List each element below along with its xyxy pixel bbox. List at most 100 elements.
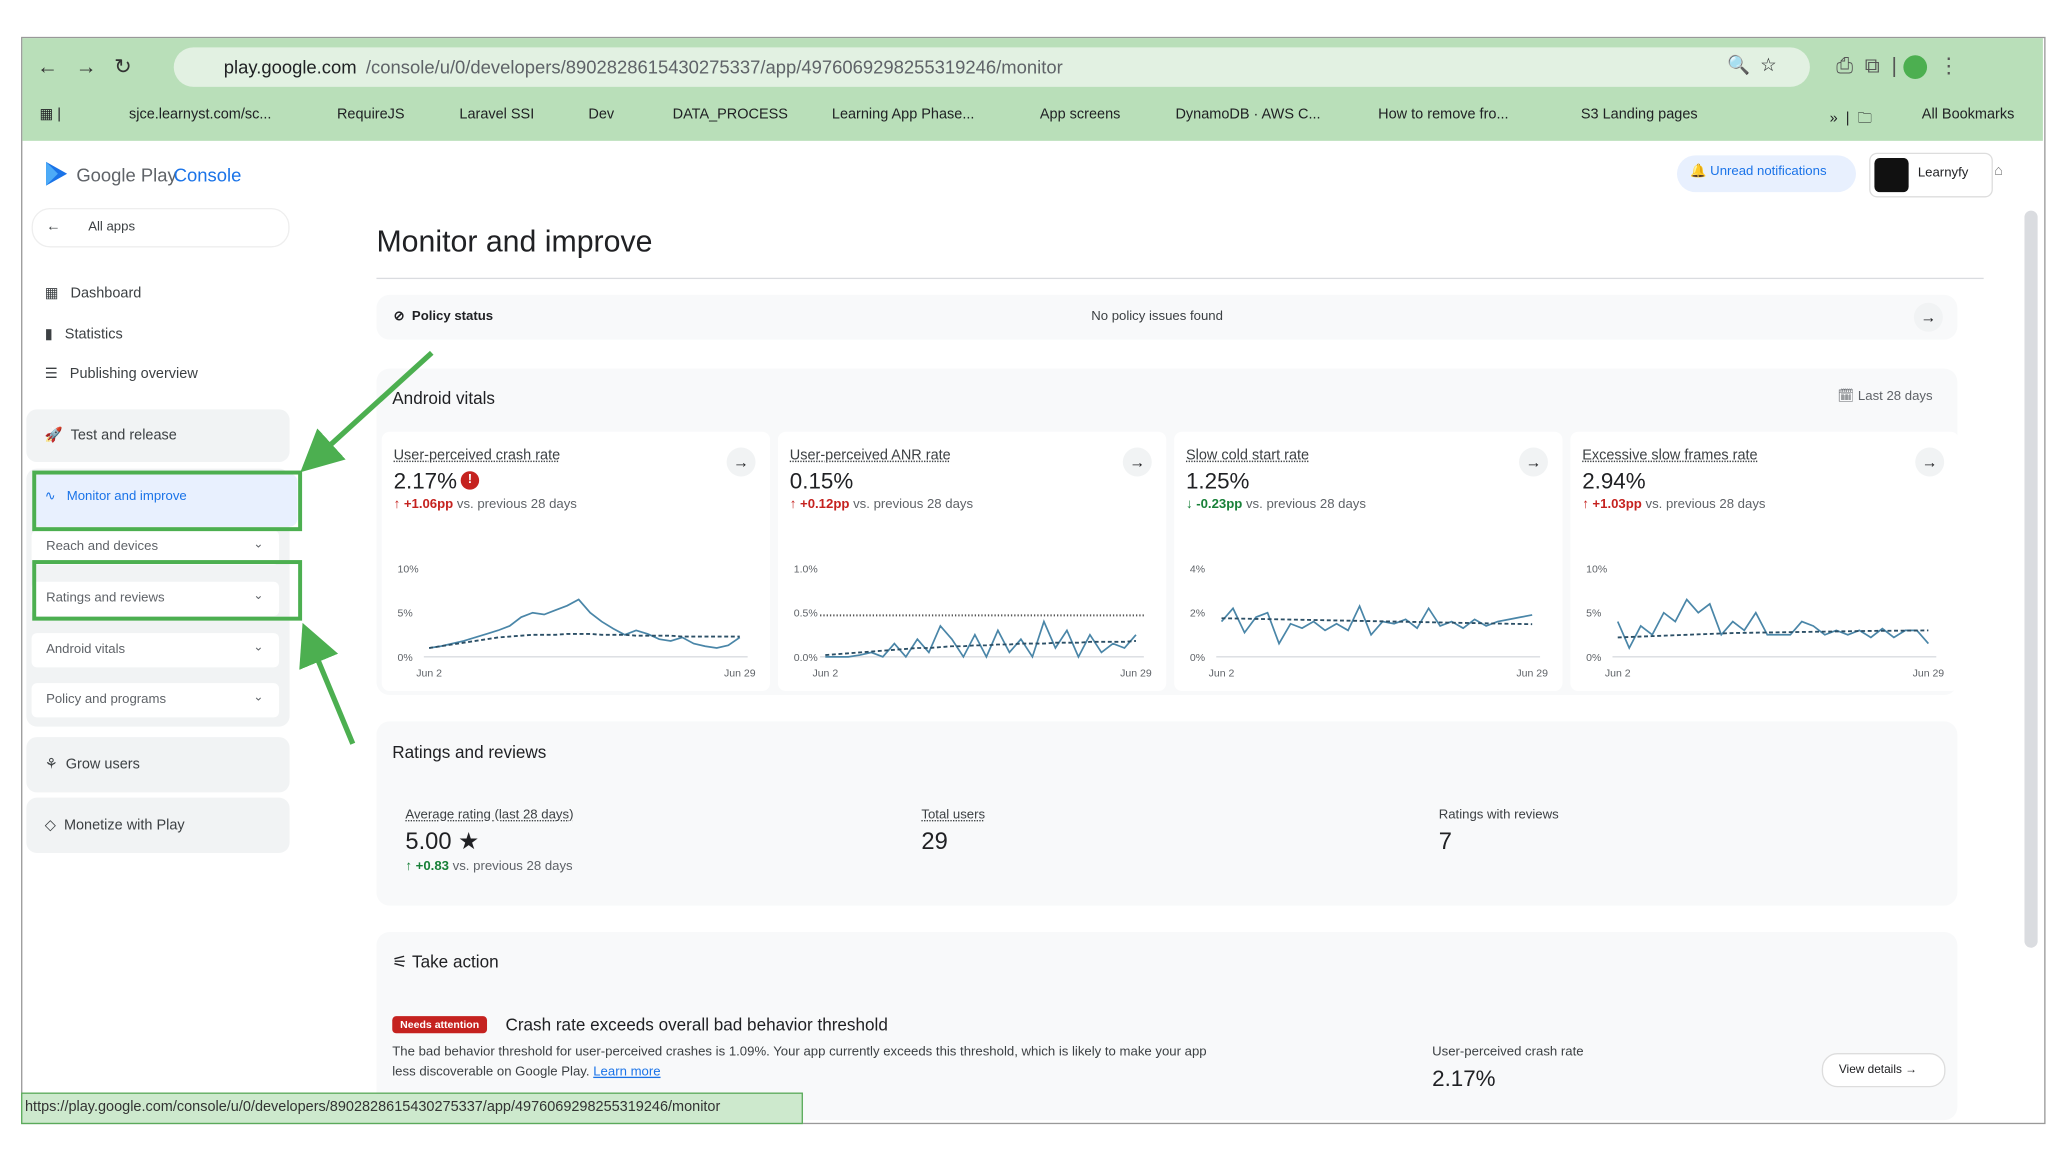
arrow (300, 350, 434, 473)
vital-arrow[interactable]: → (1519, 447, 1548, 477)
nav-sub-reach[interactable]: Reach and devices ⌄ (31, 530, 280, 565)
vital-change-row: ↑ +0.12pp vs. previous 28 days (790, 498, 973, 512)
action-body: less discoverable on Google Play. (392, 1064, 590, 1080)
nav-grow[interactable]: ⚘ Grow users (26, 737, 290, 793)
vital-value: 2.17% (393, 468, 458, 494)
bookmark[interactable]: Laravel SSI (459, 107, 534, 123)
policy-bar[interactable]: ⊘ Policy status No policy issues found → (376, 294, 1958, 340)
stat-value: 29 (921, 827, 948, 855)
vital-value: 1.25% (1185, 468, 1250, 494)
bookmark[interactable]: DATA_PROCESS (673, 107, 788, 123)
vital-arrow[interactable]: → (726, 447, 756, 477)
metric-value: 2.17% (1432, 1066, 1496, 1092)
account-chip[interactable]: Learnyfy (1869, 152, 1993, 198)
address-icons[interactable]: 🔍 ☆ (1726, 53, 1777, 76)
action-title: Take action (412, 951, 499, 972)
scrollbar[interactable] (2024, 210, 2038, 948)
nav-dashboard[interactable]: ▦ Dashboard (44, 285, 142, 302)
vital-change-row: ↑ +1.06pp vs. previous 28 days (394, 498, 577, 512)
divider (376, 277, 1984, 280)
vital-card: Slow cold start rate 1.25% ↓ -0.23pp vs. p… (1174, 431, 1563, 692)
sparkline: 0% 5% 10% Jun 2 Jun 29 (398, 564, 756, 680)
y-tick-label: 2% (1190, 608, 1205, 620)
nav-monetize[interactable]: ◇ Monetize with Play (26, 797, 290, 853)
vital-arrow[interactable]: → (1915, 447, 1945, 477)
vital-change-value: -0.23pp (1196, 497, 1243, 513)
vital-value: 0.15% (789, 468, 854, 494)
x-tick-label: Jun 29 (1120, 668, 1152, 680)
view-details[interactable]: View details → (1821, 1053, 1946, 1088)
highlight-box (32, 470, 303, 532)
vital-card: Excessive slow frames rate 2.94% ↑ +1.03pp… (1570, 431, 1959, 692)
series-line (1221, 617, 1533, 626)
x-tick-label: Jun 29 (1516, 668, 1548, 680)
brand-product: Console (173, 164, 242, 186)
y-tick-label: 5% (398, 608, 413, 620)
more-bookmarks[interactable]: » | 🗀 (1829, 110, 1873, 127)
bookmark[interactable]: S3 Landing pages (1581, 107, 1698, 123)
nav-label: Statistics (64, 326, 123, 343)
bookmark[interactable]: sjce.learnyst.com/sc... (129, 107, 271, 123)
y-tick-label: 4% (1190, 564, 1205, 576)
brand: Google Play (76, 164, 177, 186)
nav-label: Monetize with Play (63, 817, 185, 834)
stat-label: Ratings with reviews (1438, 808, 1559, 823)
action-body: The bad behavior threshold for user-perc… (392, 1045, 1207, 1060)
nav-label: Android vitals (46, 642, 126, 657)
ratings-card: Ratings and reviews Average rating (last… (376, 721, 1958, 906)
series-line (1617, 629, 1929, 639)
nav-buttons[interactable]: ← → ↻ (36, 56, 132, 79)
help-icon[interactable]: ⌂ (1994, 163, 2003, 180)
policy-arrow[interactable]: → (1913, 302, 1943, 332)
nav-monitor[interactable]: ∿ Monitor and improve (34, 473, 298, 527)
status-url: https://play.google.com/console/u/0/deve… (25, 1099, 721, 1115)
action-heading: Crash rate exceeds overall bad behavior … (505, 1014, 888, 1035)
back-button[interactable]: ← All apps (31, 207, 290, 248)
all-bookmarks[interactable]: All Bookmarks (1921, 106, 2015, 123)
vital-title: Excessive slow frames rate (1582, 447, 1758, 464)
x-tick-label: Jun 2 (1209, 668, 1235, 680)
nav-label: Monitor and improve (66, 489, 187, 505)
nav-label: Publishing overview (69, 365, 198, 382)
vitals-card: Android vitals 🗓 Last 28 days User-perce… (376, 368, 1959, 696)
bookmark-label: DATA_PROCESS (672, 106, 788, 123)
bookmark-label: Learning App Phase... (831, 106, 975, 123)
bookmark-label: Laravel SSI (459, 106, 535, 123)
bookmark-label: RequireJS (336, 106, 405, 123)
x-tick-label: Jun 2 (1605, 668, 1631, 680)
extension-icons[interactable]: ⎙ ⧉ | ⋮ (1836, 54, 1960, 79)
nav-publishing[interactable]: ☰ Publishing overview (44, 365, 198, 382)
nav-label: Reach and devices (46, 539, 159, 555)
page-title: Monitor and improve (376, 223, 653, 258)
vital-card: User-perceived ANR rate 0.15% ↑ +0.12pp vs… (777, 431, 1167, 692)
action-card: ⚟ Take action Needs attention Crash rate… (376, 931, 1958, 1121)
bookmark[interactable]: Dev (588, 107, 614, 123)
nav-sub-policy[interactable]: Policy and programs ⌄ (31, 683, 280, 718)
vital-change: ↑ +0.12pp (789, 497, 850, 513)
apps-icon[interactable]: ▦ | (39, 106, 61, 123)
bookmark[interactable]: App screens (1040, 107, 1120, 123)
series-line (825, 640, 1137, 656)
policy-status: No policy issues found (1091, 309, 1223, 324)
notifications-button[interactable]: 🔔 Unread notifications (1676, 155, 1856, 193)
vital-change: ↓ -0.23pp (1185, 497, 1243, 513)
y-tick-label: 0% (1586, 652, 1601, 664)
nav-sub-ratings[interactable]: Ratings and reviews ⌄ (31, 581, 280, 617)
y-tick-label: 0% (1190, 652, 1205, 664)
bookmark[interactable]: How to remove fro... (1378, 107, 1508, 123)
nav-label: Test and release (70, 427, 177, 444)
nav-statistics[interactable]: ▮ Statistics (44, 326, 123, 343)
vital-comparison: vs. previous 28 days (456, 497, 577, 513)
nav-sub-vitals[interactable]: Android vitals ⌄ (31, 633, 280, 668)
series-line (825, 619, 1137, 659)
account-name: Learnyfy (1917, 165, 1969, 181)
learn-more[interactable]: Learn more (593, 1064, 661, 1080)
bookmark[interactable]: Learning App Phase... (832, 107, 974, 123)
bookmark[interactable]: RequireJS (337, 107, 405, 123)
address-bar[interactable]: play.google.com /console/u/0/developers/… (173, 47, 1810, 87)
nav-test-release[interactable]: 🚀 Test and release (26, 409, 290, 463)
vital-arrow[interactable]: → (1122, 447, 1152, 477)
button-label: View details (1838, 1062, 1902, 1076)
bookmark[interactable]: DynamoDB · AWS C... (1175, 107, 1320, 123)
